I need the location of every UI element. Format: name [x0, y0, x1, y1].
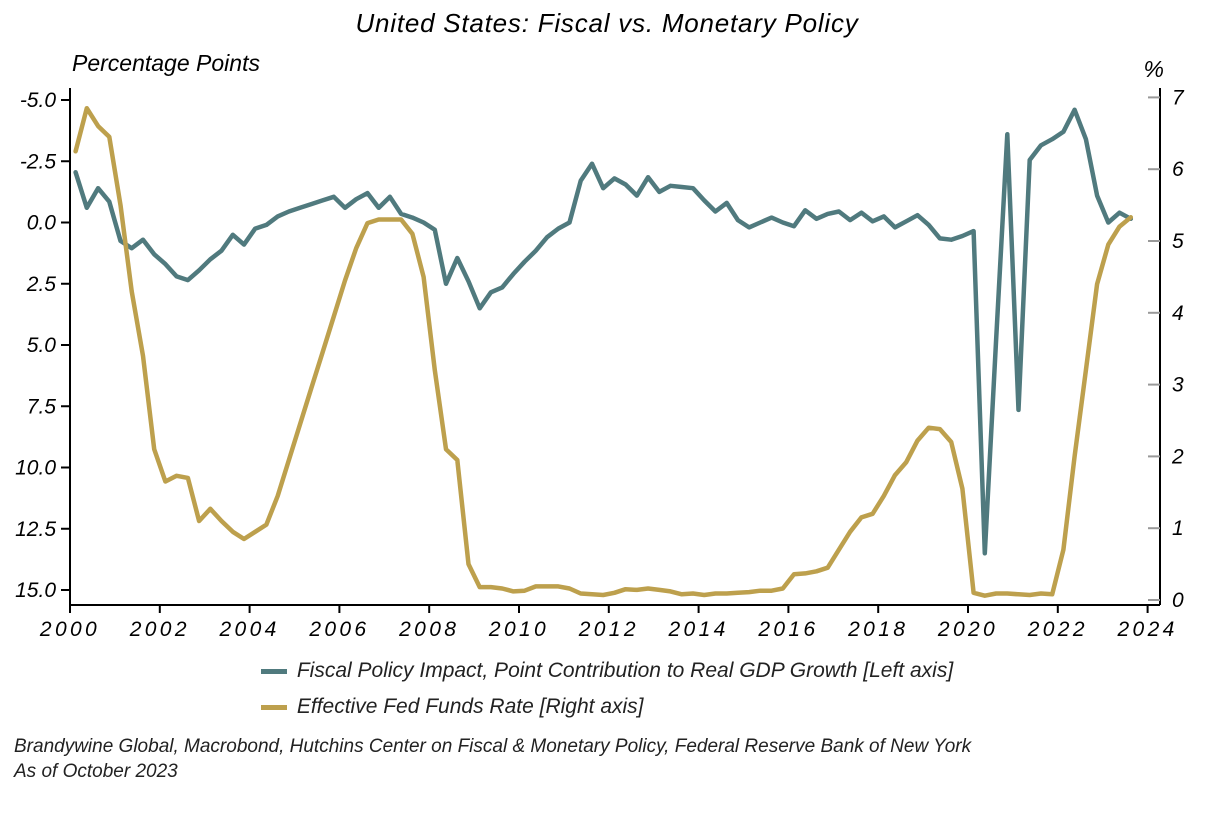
- left-tick-label: -5.0: [20, 89, 57, 112]
- x-tick-label: 2020: [937, 618, 998, 641]
- left-tick-label: 5.0: [27, 334, 57, 357]
- x-tick-label: 2010: [488, 618, 549, 641]
- fed-funds-line: [73, 105, 1134, 598]
- left-tick-label: 10.0: [15, 457, 56, 480]
- line-chart: -5.0 -2.5 0.0 2.5 5.0 7.5 10.0 12.5 15.0 7 6 5 4 3 2 1 0…: [15, 86, 1185, 641]
- left-tick-label: 12.5: [15, 518, 56, 541]
- source-line-1: Brandywine Global, Macrobond, Hutchins C…: [14, 736, 972, 757]
- x-tick-label: 2006: [308, 618, 369, 641]
- right-tick-label: 2: [1171, 445, 1184, 468]
- x-tick-label: 2012: [578, 618, 639, 641]
- right-tick-label: 4: [1172, 302, 1184, 325]
- left-tick-label: 0.0: [27, 212, 57, 235]
- legend-item-fiscal-policy: Fiscal Policy Impact, Point Contribution…: [260, 653, 954, 689]
- right-tick-label: 0: [1172, 589, 1184, 612]
- right-tick-label: 3: [1172, 374, 1184, 397]
- fiscal-policy-swatch-icon: [260, 668, 287, 674]
- fed-funds-swatch-icon: [260, 704, 287, 710]
- x-tick-label: 2002: [129, 618, 190, 641]
- x-tick-label: 2018: [847, 618, 908, 641]
- x-tick-label: 2008: [398, 618, 459, 641]
- left-tick-label: -2.5: [20, 150, 57, 173]
- x-tick-label: 2022: [1027, 618, 1088, 641]
- x-tick-label: 2014: [668, 618, 729, 641]
- chart-title: United States: Fiscal vs. Monetary Polic…: [355, 8, 859, 38]
- legend-label: Effective Fed Funds Rate [Right axis]: [296, 695, 644, 718]
- right-tick-label: 1: [1172, 517, 1184, 540]
- right-tick-label: 5: [1172, 230, 1184, 253]
- right-tick-label: 6: [1172, 158, 1184, 181]
- source-note: Brandywine Global, Macrobond, Hutchins C…: [14, 734, 1184, 784]
- right-axis-unit-label: %: [1143, 56, 1164, 82]
- x-tick-label: 2024: [1117, 618, 1178, 641]
- right-tick-label: 7: [1172, 86, 1185, 109]
- x-tick-label: 2000: [39, 618, 100, 641]
- x-tick-label: 2004: [219, 618, 280, 641]
- left-tick-label: 2.5: [26, 273, 57, 296]
- left-tick-label: 7.5: [27, 395, 57, 418]
- left-tick-label: 15.0: [15, 579, 56, 602]
- legend-item-fed-funds: Effective Fed Funds Rate [Right axis]: [260, 689, 644, 725]
- x-tick-label: 2016: [757, 618, 818, 641]
- legend: Fiscal Policy Impact, Point Contribution…: [0, 653, 1214, 725]
- left-axis-unit-label: Percentage Points: [72, 50, 260, 76]
- legend-label: Fiscal Policy Impact, Point Contribution…: [296, 659, 954, 682]
- source-line-2: As of October 2023: [14, 761, 178, 782]
- fiscal-policy-line: [73, 107, 1134, 556]
